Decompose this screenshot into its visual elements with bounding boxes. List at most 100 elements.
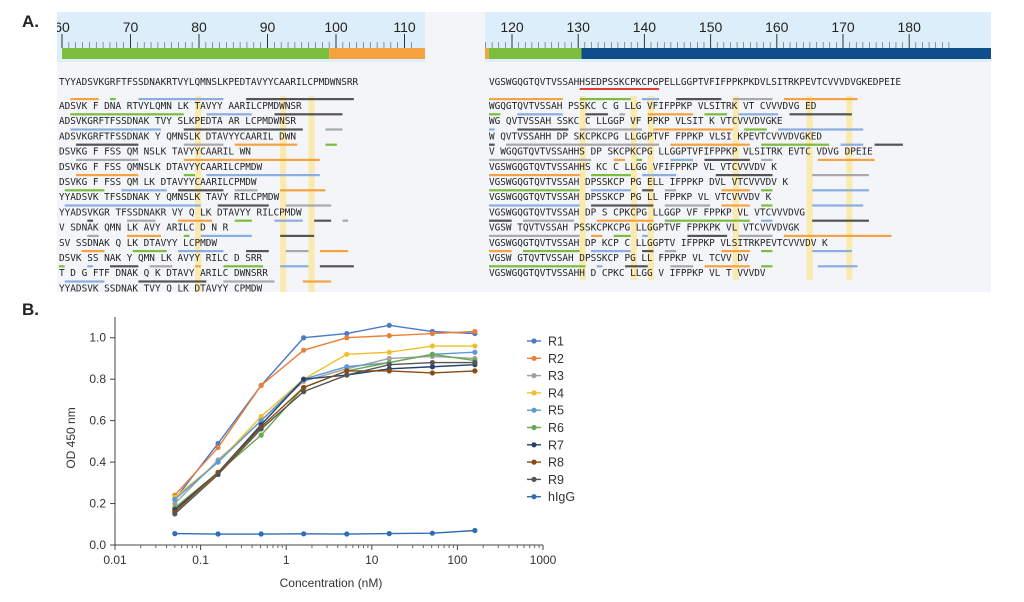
left-peptide-bar	[183, 174, 196, 177]
y-tick-label: 0.4	[89, 455, 106, 469]
data-point-R6	[429, 351, 435, 357]
data-point-R4	[472, 343, 478, 349]
binding-curve-chart: Concentration (nM) OD 450 nm 0.01 0.1 1 10 1…	[64, 317, 575, 590]
left-peptide-bar	[285, 250, 309, 253]
highlight-column	[630, 96, 637, 280]
highlight-column	[647, 96, 654, 280]
data-point-R1	[386, 322, 392, 328]
data-point-R9	[472, 360, 478, 366]
data-point-R7	[301, 376, 307, 382]
right-peptide-bar	[489, 234, 580, 237]
right-peptide-bar	[812, 204, 864, 207]
highlight-column	[806, 96, 813, 280]
right-peptide-bar	[738, 113, 779, 116]
left-peptide-bar	[127, 234, 162, 237]
ruler-tick-label: 180	[898, 19, 922, 35]
left-peptide-bar	[183, 143, 224, 146]
data-point-hIgG	[215, 531, 221, 537]
legend-marker-R2	[531, 355, 537, 361]
ruler-tick-label: 120	[500, 19, 524, 35]
data-point-hIgG	[172, 531, 178, 537]
right-peptide-bar	[732, 98, 773, 101]
right-peptide-bar	[591, 204, 654, 207]
right-peptide-bar	[596, 219, 654, 222]
data-point-R2	[215, 444, 221, 451]
data-point-R4	[386, 349, 392, 355]
ruler-tick-label: 130	[567, 19, 591, 35]
series-line-R5	[174, 351, 475, 500]
legend-marker-R9	[531, 476, 537, 482]
left-peptide-bar	[223, 280, 275, 283]
right-peptide-bar	[687, 234, 728, 237]
left-peptide-bar	[183, 128, 303, 131]
left-peptide-bar	[274, 219, 303, 222]
data-point-R2	[301, 347, 307, 353]
right-peptide-bar	[642, 174, 677, 177]
data-point-R9	[386, 362, 392, 368]
left-peptide-bar	[280, 189, 326, 192]
legend-label-R8: R8	[548, 456, 564, 470]
data-point-hIgG	[386, 531, 392, 537]
right-peptide-bar	[636, 158, 643, 161]
panel-b-label: B.	[22, 300, 39, 319]
data-point-hIgG	[258, 531, 264, 537]
right-peptide-bar	[489, 113, 501, 116]
right-peptide-bar	[579, 128, 643, 131]
legend-label-R9: R9	[548, 473, 564, 487]
x-tick-label: 0.01	[103, 553, 127, 567]
left-peptide-bar	[64, 189, 105, 192]
ruler-tick-label: 160	[765, 19, 789, 35]
ruler-tick-label: 90	[260, 19, 276, 35]
left-peptide-bar	[70, 128, 162, 131]
ruler-tick-label: 140	[633, 19, 657, 35]
right-peptide-bar	[596, 265, 603, 268]
right-peptide-bar	[721, 189, 750, 192]
right-peptide-bar	[613, 234, 631, 237]
alignment-figure: 60 70 80 90 100 110 120 130 140 150 160 170 180 TYYAD…	[57, 12, 991, 292]
left-peptide-bar	[274, 113, 343, 116]
right-peptide-bar	[840, 143, 864, 146]
legend-marker-R5	[531, 407, 537, 413]
sequence-alignment-panel: 60 70 80 90 100 110 120 130 140 150 160 170 180 TYYAD…	[57, 12, 991, 292]
right-peptide-bar	[489, 204, 580, 207]
right-peptide-bar	[817, 265, 858, 268]
right-peptide-bar	[591, 250, 631, 253]
right-peptide-bar	[721, 204, 750, 207]
right-peptide-bar	[523, 250, 580, 253]
right-peptide-bar	[738, 234, 773, 237]
region-bar-navy	[581, 48, 991, 59]
left-peptide-bar	[138, 98, 224, 101]
data-point-R9	[258, 426, 264, 432]
left-peptide-row: YYADSVKGR TFSSDNAKR VY Q LK DTAVYY RILCP…	[59, 207, 302, 218]
right-peptide-bar	[812, 189, 869, 192]
left-peptide-bar	[70, 98, 99, 101]
left-peptide-bar	[183, 234, 190, 237]
left-peptide-bar	[87, 265, 94, 268]
right-peptide-bar	[704, 113, 728, 116]
right-peptide-bar	[778, 128, 864, 131]
highlight-column	[280, 96, 287, 292]
right-peptide-bar	[761, 204, 773, 207]
data-point-R2	[386, 333, 392, 339]
left-peptide-bar	[87, 234, 99, 237]
left-peptide-bar	[138, 280, 207, 283]
left-peptide-row: SV SSDNAK Q LK DTAVYY LCPMDW	[59, 238, 217, 249]
left-peptide-row: DSVKG F FSS QMNSLK DTAVYYCAARILCPMDW	[59, 162, 263, 173]
left-peptide-bar	[280, 234, 315, 237]
legend-marker-R8	[531, 459, 537, 465]
legend-marker-hIgG	[531, 494, 537, 500]
data-point-R5	[472, 349, 478, 355]
right-peptide-bar	[664, 204, 711, 207]
left-peptide-bar	[234, 219, 252, 222]
ruler-tick-label: 70	[123, 19, 139, 35]
left-peptide-bar	[195, 265, 201, 268]
y-tick-label: 0.6	[89, 414, 106, 428]
x-tick-label: 100	[447, 553, 467, 567]
data-point-R3	[386, 355, 392, 362]
left-peptide-bar	[76, 174, 139, 177]
right-peptide-bar	[591, 234, 603, 237]
highlight-column	[846, 96, 853, 280]
y-tick-label: 0.2	[89, 497, 106, 511]
right-peptide-row: VGSWGQGTQVTVSSAH DP S CPKCPG LLGGP VF FP…	[489, 207, 805, 218]
left-peptide-bar	[64, 280, 105, 283]
